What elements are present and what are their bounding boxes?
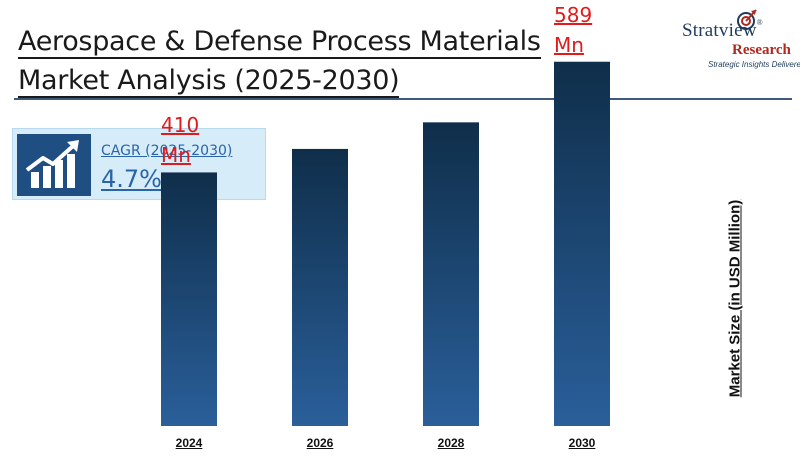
header-divider (14, 98, 792, 100)
y-axis-label: Market Size (in USD Million) (726, 199, 744, 398)
stratview-logo: Stratview® Research Strategic Insights D… (680, 6, 800, 69)
x-tick-2028: 2028 (437, 436, 465, 450)
x-tick-2026: 2026 (306, 436, 334, 450)
data-label-2024: 410 Mn (161, 113, 200, 168)
logo-research: Research (732, 42, 791, 58)
page-title: Aerospace & Defense Process Materials Ma… (18, 22, 541, 100)
bar-2028 (423, 122, 479, 426)
bar-2026 (292, 148, 348, 426)
logo-name: Stratview® (682, 18, 763, 41)
x-tick-2030: 2030 (568, 436, 596, 450)
growth-chart-icon (17, 134, 91, 196)
title-line-1: Aerospace & Defense Process Materials (18, 26, 541, 59)
cagr-label: CAGR (2025-2030) (101, 143, 233, 159)
logo-tagline: Strategic Insights Delivered (708, 60, 800, 69)
bar-2030 (554, 61, 610, 426)
data-label-2030: 589 Mn (554, 2, 593, 57)
bar-2024 (161, 172, 217, 426)
cagr-value: 4.7% (101, 165, 162, 193)
cagr-panel: CAGR (2025-2030) 4.7% (12, 128, 266, 200)
x-tick-2024: 2024 (175, 436, 203, 450)
title-line-2: Market Analysis (2025-2030) (18, 65, 400, 98)
globe-target-icon (737, 9, 757, 30)
